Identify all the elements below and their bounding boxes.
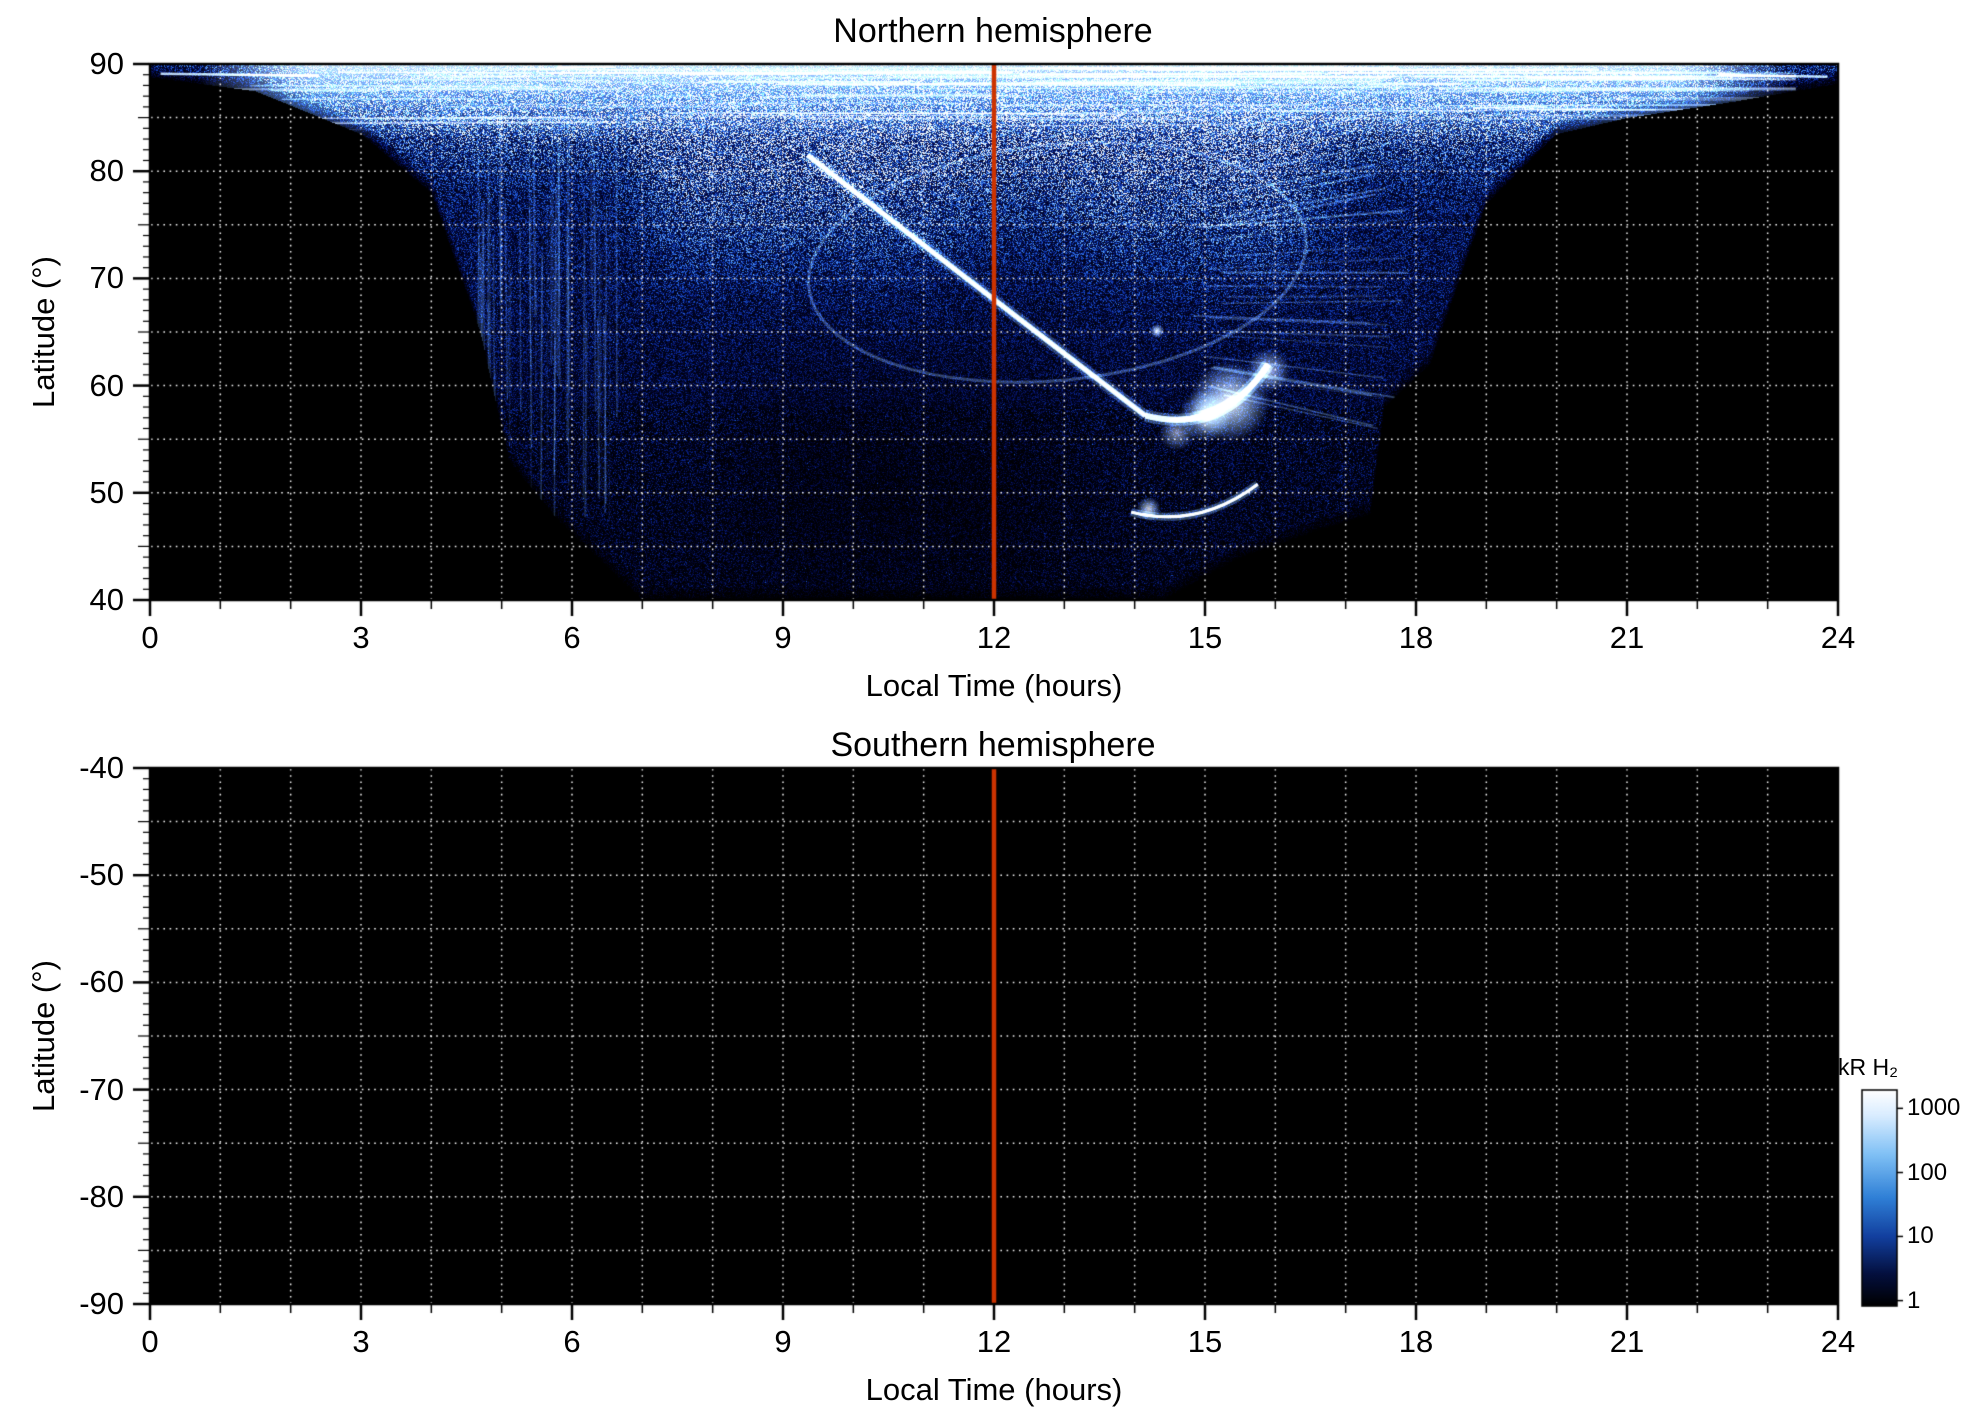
south-y-tick-label: -40 — [79, 750, 124, 785]
south-x-tick-label: 6 — [563, 1324, 581, 1359]
north-x-tick-label: 15 — [1187, 620, 1223, 655]
south-y-tick-label: -80 — [79, 1178, 124, 1214]
north-x-tick-label: 0 — [141, 620, 159, 655]
north-x-tick-label: 9 — [774, 620, 792, 655]
north-x-tick-label: 21 — [1609, 620, 1645, 655]
colorbar-title: kR H₂ — [1838, 1054, 1899, 1080]
north-y-tick-label: 60 — [89, 367, 124, 403]
south-x-tick-label: 0 — [141, 1324, 159, 1359]
colorbar-tick-label: 10 — [1907, 1222, 1934, 1250]
north-x-axis-label: Local Time (hours) — [865, 668, 1123, 703]
north-x-tick-label: 18 — [1398, 620, 1434, 655]
south-x-tick-label: 24 — [1820, 1324, 1856, 1359]
north-y-tick-label: 40 — [89, 582, 124, 617]
north-x-tick-label: 12 — [976, 620, 1012, 655]
north-y-tick-label: 90 — [89, 46, 124, 81]
south-y-tick-label: -50 — [79, 857, 124, 893]
north-y-axis-label: Latitude (°) — [26, 256, 61, 408]
south-y-tick-label: -90 — [79, 1286, 124, 1321]
south-y-tick-label: -70 — [79, 1071, 124, 1107]
north-x-tick-label: 6 — [563, 620, 581, 655]
south-x-tick-label: 3 — [352, 1324, 370, 1359]
colorbar-tick-label: 1 — [1907, 1286, 1921, 1314]
south-x-tick-label: 21 — [1609, 1324, 1645, 1359]
south-x-tick-label: 18 — [1398, 1324, 1434, 1359]
south-x-tick-label: 9 — [774, 1324, 792, 1359]
south-x-tick-label: 15 — [1187, 1324, 1223, 1359]
south-y-tick-label: -60 — [79, 964, 124, 1000]
north-y-tick-label: 80 — [89, 153, 124, 189]
south-panel-title: Southern hemisphere — [830, 726, 1156, 764]
north-x-tick-label: 3 — [352, 620, 370, 655]
colorbar-tick-label: 1000 — [1907, 1094, 1961, 1122]
south-x-axis-label: Local Time (hours) — [865, 1372, 1123, 1407]
north-y-tick-label: 50 — [89, 474, 124, 510]
colorbar-tick-label: 100 — [1907, 1158, 1948, 1186]
north-panel-title: Northern hemisphere — [833, 12, 1153, 50]
north-y-tick-label: 70 — [89, 260, 124, 296]
south-y-axis-label: Latitude (°) — [26, 960, 61, 1112]
north-x-tick-label: 24 — [1820, 620, 1856, 655]
south-x-tick-label: 12 — [976, 1324, 1012, 1359]
